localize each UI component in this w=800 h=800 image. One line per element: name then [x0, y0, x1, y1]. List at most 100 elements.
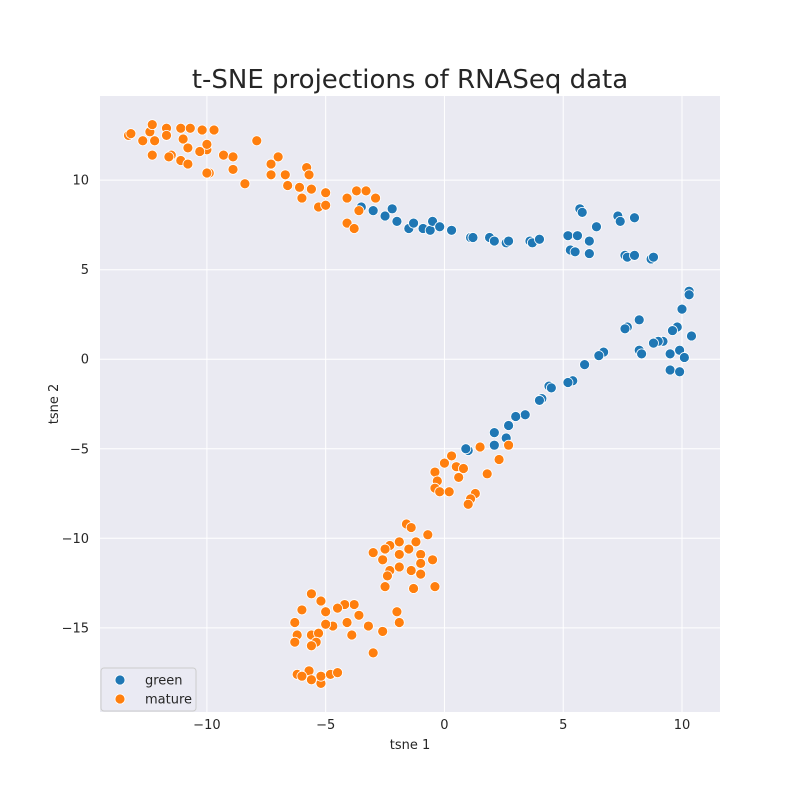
data-point-mature [201, 138, 213, 150]
data-point-mature [403, 543, 415, 555]
y-tick-label: −5 [70, 442, 89, 457]
data-point-mature [218, 149, 229, 161]
y-tick-label: −10 [62, 532, 89, 547]
data-point-mature [303, 169, 315, 181]
data-point-mature [289, 636, 301, 648]
data-point-mature [453, 472, 465, 483]
data-point-mature [446, 450, 457, 462]
data-point-mature [353, 205, 365, 217]
data-point-green [488, 427, 500, 439]
data-point-green [427, 215, 438, 227]
data-point-mature [429, 581, 441, 593]
data-point-mature [408, 583, 419, 594]
data-point-mature [370, 192, 381, 204]
data-point-green [488, 439, 500, 451]
data-point-mature [434, 486, 446, 498]
data-point-mature [422, 529, 434, 541]
legend-label-mature: mature [145, 693, 192, 708]
data-point-mature [125, 128, 137, 140]
data-point-mature [175, 122, 187, 134]
data-point-mature [353, 609, 365, 621]
y-axis-label: tsne 2 [47, 384, 62, 425]
data-point-green [648, 337, 659, 349]
data-point-mature [382, 570, 393, 582]
data-point-mature [341, 192, 353, 204]
data-point-mature [163, 151, 175, 163]
data-point-green [503, 420, 514, 431]
data-point-mature [182, 158, 194, 170]
data-point-green [446, 224, 457, 236]
data-point-mature [393, 617, 405, 628]
data-point-mature [265, 158, 277, 170]
data-point-green [367, 205, 379, 217]
data-point-green [629, 212, 640, 224]
data-point-mature [296, 604, 308, 616]
data-point-mature [315, 595, 327, 607]
data-point-mature [146, 119, 158, 131]
data-point-green [674, 366, 686, 378]
data-point-mature [367, 647, 379, 659]
data-point-green [379, 210, 391, 222]
data-point-mature [458, 463, 469, 474]
data-point-green [583, 248, 595, 259]
data-point-green [519, 409, 531, 421]
data-point-mature [351, 185, 362, 197]
data-point-mature [313, 627, 324, 639]
data-point-mature [391, 606, 403, 618]
data-point-mature [306, 588, 317, 600]
data-point-mature [251, 135, 263, 147]
data-point-mature [208, 124, 220, 136]
data-point-mature [306, 640, 317, 652]
data-point-green [467, 232, 479, 243]
y-tick-label: 5 [81, 263, 89, 278]
data-point-mature [393, 536, 405, 548]
data-point-mature [146, 149, 158, 161]
data-point-mature [377, 554, 389, 566]
data-point-mature [315, 670, 327, 682]
data-point-mature [346, 629, 358, 641]
data-point-mature [149, 135, 161, 147]
data-point-green [434, 221, 446, 233]
data-point-mature [405, 522, 417, 533]
legend-marker-green [114, 674, 126, 686]
data-point-mature [462, 498, 474, 510]
data-point-green [569, 246, 581, 258]
data-point-mature [161, 129, 172, 141]
data-point-mature [429, 466, 441, 478]
data-point-green [576, 206, 588, 218]
data-point-mature [503, 439, 514, 451]
legend: green mature [100, 667, 197, 712]
data-point-green [534, 395, 545, 406]
data-point-mature [177, 133, 189, 145]
data-point-mature [439, 457, 450, 469]
plot-area [100, 96, 720, 712]
data-point-mature [239, 178, 251, 190]
data-point-mature [415, 549, 427, 560]
data-point-mature [427, 554, 438, 566]
data-point-green [503, 235, 514, 247]
data-point-green [534, 233, 545, 245]
data-point-mature [227, 151, 239, 163]
data-point-mature [320, 618, 332, 630]
data-point-mature [196, 124, 208, 136]
data-point-mature [379, 543, 391, 555]
data-point-mature [306, 183, 317, 195]
series-mature [123, 119, 514, 689]
data-point-mature [306, 674, 317, 686]
y-tick-label: 10 [72, 174, 89, 189]
data-point-mature [360, 185, 372, 197]
data-point-mature [363, 620, 374, 632]
data-point-mature [320, 199, 332, 211]
data-point-green [593, 350, 605, 362]
data-point-green [572, 230, 583, 242]
y-tick-label: −15 [62, 621, 89, 636]
x-tick-label: 5 [559, 718, 567, 733]
legend-marker-mature [114, 693, 126, 705]
x-tick-label: 10 [674, 718, 691, 733]
chart-title: t-SNE projections of RNASeq data [192, 65, 628, 95]
data-point-mature [415, 568, 427, 580]
data-point-green [678, 352, 690, 363]
data-point-green [391, 215, 403, 227]
data-point-mature [227, 164, 239, 175]
data-point-mature [481, 468, 493, 480]
